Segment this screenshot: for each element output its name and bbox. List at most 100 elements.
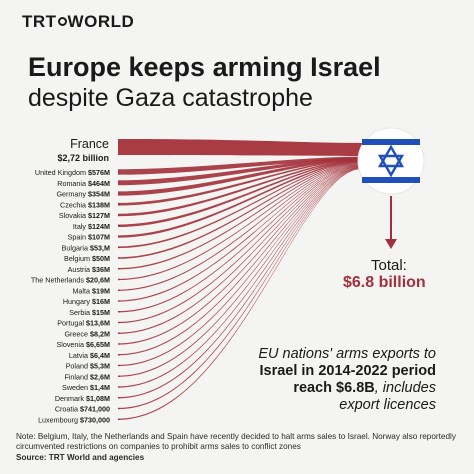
source-value: $2,6M [90, 372, 110, 381]
source-label-portugal: Portugal $13,6M [57, 319, 110, 328]
source-value: $19M [92, 286, 110, 295]
source-country-name: Luxembourg [38, 415, 80, 424]
source-value: $50M [92, 254, 110, 263]
source-label-belgium: Belgium $50M [64, 254, 110, 263]
source-value: $127M [88, 211, 110, 220]
source-country-name: Slovenia [56, 340, 86, 349]
source-country-name: Greece [64, 329, 90, 338]
caption-line-1: EU nations' arms exports to [258, 346, 436, 362]
source-country-name: Germany [56, 190, 88, 199]
source-tick [118, 364, 120, 367]
source-value: $53,M [90, 243, 110, 252]
source-label-sweden: Sweden $1,4M [62, 383, 110, 392]
source-label-the-netherlands: The Netherlands $20,6M [31, 276, 110, 285]
source-label-germany: Germany $354M [56, 190, 110, 199]
source-value: $354M [88, 190, 110, 199]
source-label-austria: Austria $36M [68, 265, 110, 274]
source-value: $107M [88, 233, 110, 242]
source-country-name: Bulgaria [62, 243, 90, 252]
source-label-greece: Greece $8,2M [64, 329, 110, 338]
source-tick [118, 407, 120, 410]
source-value: $1,08M [86, 394, 110, 403]
source-country-name: Latvia [69, 351, 90, 360]
source-tick [118, 203, 120, 205]
source-country-name: United Kingdom [35, 168, 88, 177]
total-label: Total: [371, 257, 407, 274]
source-value: $15M [92, 308, 110, 317]
source-tick [118, 332, 120, 334]
source-label-finland: Finland $2,6M [64, 372, 110, 381]
caption-line-2: Israel in 2014-2022 period [259, 363, 436, 379]
source-country-name: Spain [68, 233, 88, 242]
source-value: $6,4M [90, 351, 110, 360]
source-tick [118, 354, 120, 356]
caption-line-3-rest: , includes [374, 380, 436, 396]
source-value: $576M [88, 168, 110, 177]
source-tick [118, 386, 120, 388]
source-country-name: Czechia [60, 200, 88, 209]
source-tick [118, 192, 120, 195]
source-label-united-kingdom: United Kingdom $576M [35, 168, 110, 177]
flow-serbia [118, 163, 362, 313]
flow-united-kingdom [118, 156, 362, 175]
source-value: $36M [92, 265, 110, 274]
source-label-denmark: Denmark $1,08M [55, 394, 110, 403]
source-label-slovakia: Slovakia $127M [59, 211, 110, 220]
source-country-name: Finland [64, 372, 90, 381]
source-label-luxembourg: Luxembourg $730,000 [38, 415, 110, 424]
source-country-name: Romania [57, 179, 88, 188]
source-label-bulgaria: Bulgaria $53,M [62, 243, 110, 252]
source-value: $13,6M [86, 319, 110, 328]
source-label-czechia: Czechia $138M [60, 200, 110, 209]
source-country-name: Italy [73, 222, 88, 231]
source-label-france: France [70, 137, 109, 151]
source-tick [118, 235, 120, 238]
caption: EU nations' arms exports to Israel in 20… [206, 346, 436, 414]
footnote: Note: Belgium, Italy, the Netherlands an… [16, 432, 466, 463]
source-tick [118, 182, 120, 184]
source-value: $8,2M [90, 329, 110, 338]
israel-flag-icon [357, 127, 425, 195]
source-value: $741,000 [80, 405, 110, 414]
source-tick [118, 225, 120, 227]
source-tick [118, 343, 120, 345]
source-tick [118, 289, 120, 291]
source-value-france: $2,72 billion [57, 153, 109, 163]
logo-ring-icon [57, 17, 67, 26]
source-label-poland: Poland $5,3M [66, 362, 110, 371]
source-tick [118, 397, 120, 399]
chart-subtitle: despite Gaza catastrophe [28, 84, 313, 112]
source-country-name: The Netherlands [31, 276, 86, 285]
source-label-hungary: Hungary $16M [63, 297, 110, 306]
source-tick [118, 278, 120, 281]
source-value: $16M [92, 297, 110, 306]
source-label-latvia: Latvia $6,4M [69, 351, 110, 360]
flow-romania [118, 157, 362, 186]
source-country-name: Belgium [64, 254, 92, 263]
flow-bulgaria [118, 160, 362, 249]
total-value: $6.8 billion [343, 274, 426, 291]
source-label-croatia: Croatia $741,000 [55, 405, 110, 414]
source-value: $124M [88, 222, 110, 231]
note-text: Note: Belgium, Italy, the Netherlands an… [16, 432, 456, 452]
source-tick [118, 418, 120, 420]
source-tick [118, 311, 120, 313]
source-tick [118, 268, 120, 270]
flow-france [118, 139, 362, 156]
source-tick [118, 300, 120, 302]
source-tick [118, 214, 120, 216]
flow-layer [118, 139, 362, 420]
source-country-name: Poland [66, 362, 90, 371]
source-country-name: Portugal [57, 319, 86, 328]
source-value: $5,3M [90, 362, 110, 371]
arrow-down-icon [385, 196, 397, 249]
source-country-name: Hungary [63, 297, 92, 306]
caption-line-3-bold: reach $6.8B [293, 380, 375, 396]
source-label-serbia: Serbia $15M [69, 308, 110, 317]
source-tick [118, 375, 120, 377]
source-label-malta: Malta $19M [72, 286, 110, 295]
source-value: $138M [88, 200, 110, 209]
source-value: $1,4M [90, 383, 110, 392]
caption-line-4: export licences [339, 397, 436, 413]
